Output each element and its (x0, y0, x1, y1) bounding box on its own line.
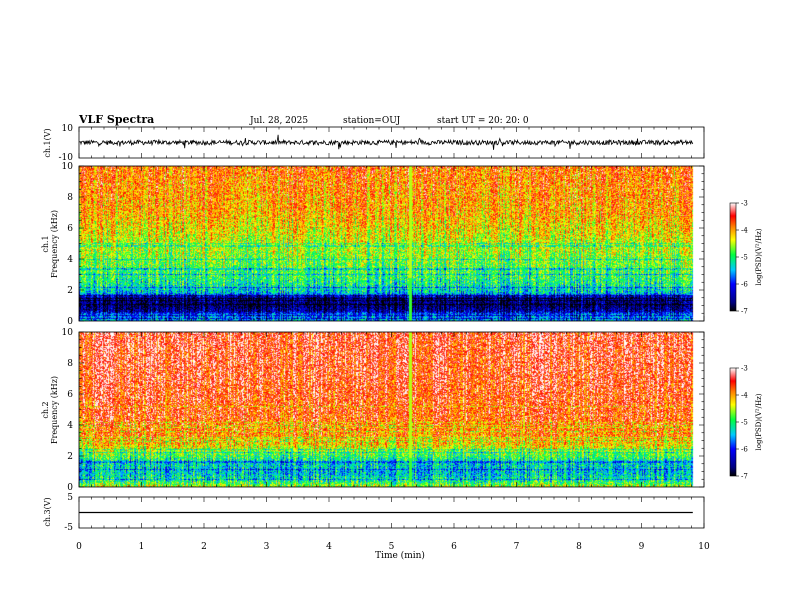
x-axis-tick-label: 5 (389, 542, 395, 552)
ch1-spectrogram-image (79, 166, 704, 321)
ch2-colorbar: -3 -4 -5 -6 -7 log(PSD)(V²/Hz) (729, 365, 763, 481)
ch3-waveform-frame (78, 496, 705, 529)
x-axis-tick-label: 4 (326, 542, 332, 552)
ch1-spectrogram-colorbar-tick-label: -5 (741, 254, 748, 262)
start-time-label: start UT = 20: 20: 0 (437, 116, 529, 126)
ch1-waveform-panel: 10 -10 ch.1(V) (43, 124, 705, 163)
ch2-spectrogram-colorbar-tick-label: -6 (741, 446, 748, 454)
ch1-spectrogram-colorbar-tick-label: -3 (741, 200, 748, 208)
ch2-spectrogram-image (79, 332, 704, 487)
ch1-colorbar-gradient (729, 202, 737, 312)
ch1-ytick-top: 10 (62, 124, 74, 134)
ch2-spectrogram-colorbar-tick-label: -4 (741, 392, 748, 400)
ch1-spectrogram-colorbar-tick-label: -7 (741, 308, 748, 316)
ch1-colorbar: -3 -4 -5 -6 -7 log(PSD)(V²/Hz) (729, 200, 763, 316)
x-axis-tick-label: 1 (139, 542, 145, 552)
ch2-spectrogram-ytick-label: 10 (62, 328, 74, 338)
x-axis-tick-label: 7 (514, 542, 520, 552)
x-axis-label: Time (min) (375, 550, 425, 561)
ch1-spectrogram-ytick-label: 10 (62, 162, 74, 172)
ch1-ytick-bottom: -10 (59, 153, 74, 163)
x-axis-tick-label: 2 (201, 542, 207, 552)
x-axis-tick-labels: 0 1 2 3 4 5 6 7 8 9 10 (76, 542, 710, 552)
ch3-waveform-ylabel: ch.3(V) (43, 497, 52, 526)
ch2-spectrogram-ytick-label: 2 (67, 452, 73, 462)
ch3-ytick-top: 5 (67, 493, 73, 503)
date-label: Jul. 28, 2025 (249, 116, 308, 126)
ch2-spectrogram-ytick-label: 0 (67, 483, 73, 493)
ch2-spectrogram-ytick-label: 8 (67, 359, 73, 369)
figure-title: VLF Spectra (78, 113, 154, 126)
ch1-spectrogram-ytick-label: 2 (67, 286, 73, 296)
x-axis-tick-label: 9 (639, 542, 645, 552)
x-axis-tick-label: 10 (698, 542, 710, 552)
ch1-spectrogram-colorbar-tick-label: -4 (741, 227, 748, 235)
x-axis-tick-label: 6 (451, 542, 457, 552)
ch2-colorbar-gradient (729, 367, 737, 477)
ch2-spectrogram-ytick-label: 4 (67, 421, 73, 431)
x-axis-tick-label: 0 (76, 542, 82, 552)
ch1-spectrogram-ytick-label: 6 (67, 224, 73, 234)
ch1-spectrogram-panel: 0 2 4 6 8 10 ch.1 Frequency (kHz) (41, 162, 705, 327)
ch1-spectrogram-frame (78, 165, 705, 322)
ch2-spectrogram-ytick-label: 6 (67, 390, 73, 400)
ch1-colorbar-label: log(PSD)(V²/Hz) (755, 228, 763, 285)
ch1-spectrogram-ytick-label: 8 (67, 193, 73, 203)
ch1-spectrogram-ylabel-channel: ch.1 (41, 235, 50, 252)
station-label: station=OUJ (343, 116, 401, 126)
ch1-spectrogram-ytick-label: 0 (67, 317, 73, 327)
ch2-spectrogram-frame (78, 331, 705, 488)
ch2-spectrogram-ylabel-frequency: Frequency (kHz) (50, 376, 59, 444)
ch3-ytick-bottom: -5 (64, 523, 73, 533)
ch2-spectrogram-colorbar-tick-label: -3 (741, 365, 748, 373)
ch3-waveform-panel: 5 -5 ch.3(V) (43, 493, 705, 533)
ch2-spectrogram-colorbar-tick-label: -7 (741, 473, 748, 481)
ch1-waveform-frame (78, 126, 705, 159)
ch2-spectrogram-panel: 0 2 4 6 8 10 ch.2 Frequency (kHz) (41, 328, 705, 493)
ch1-waveform-line (78, 134, 694, 150)
ch2-spectrogram-colorbar-tick-label: -5 (741, 419, 748, 427)
ch1-spectrogram-ylabel-frequency: Frequency (kHz) (50, 210, 59, 278)
ch1-spectrogram-colorbar-tick-label: -6 (741, 281, 748, 289)
ch2-spectrogram-ylabel-channel: ch.2 (41, 401, 50, 418)
ch1-waveform-ylabel: ch.1(V) (43, 128, 52, 157)
x-axis-tick-label: 3 (264, 542, 270, 552)
ch1-spectrogram-ytick-label: 4 (67, 255, 73, 265)
x-axis-tick-label: 8 (576, 542, 582, 552)
ch2-colorbar-label: log(PSD)(V²/Hz) (755, 393, 763, 450)
